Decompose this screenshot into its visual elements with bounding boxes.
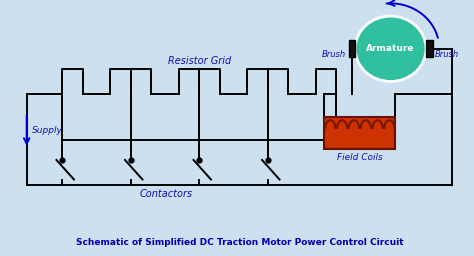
Text: Brush: Brush	[322, 50, 346, 59]
Text: Schematic of Simplified DC Traction Motor Power Control Circuit: Schematic of Simplified DC Traction Moto…	[75, 238, 403, 247]
Text: Armature: Armature	[366, 44, 415, 53]
Bar	[348, 40, 355, 57]
Text: Field Coils: Field Coils	[337, 153, 383, 162]
Text: Contactors: Contactors	[139, 189, 192, 199]
Bar	[426, 40, 433, 57]
Bar	[324, 117, 395, 149]
Text: Resistor Grid: Resistor Grid	[168, 56, 231, 66]
Text: Brush: Brush	[435, 50, 459, 59]
Text: Supply: Supply	[32, 126, 63, 135]
Ellipse shape	[355, 16, 426, 81]
